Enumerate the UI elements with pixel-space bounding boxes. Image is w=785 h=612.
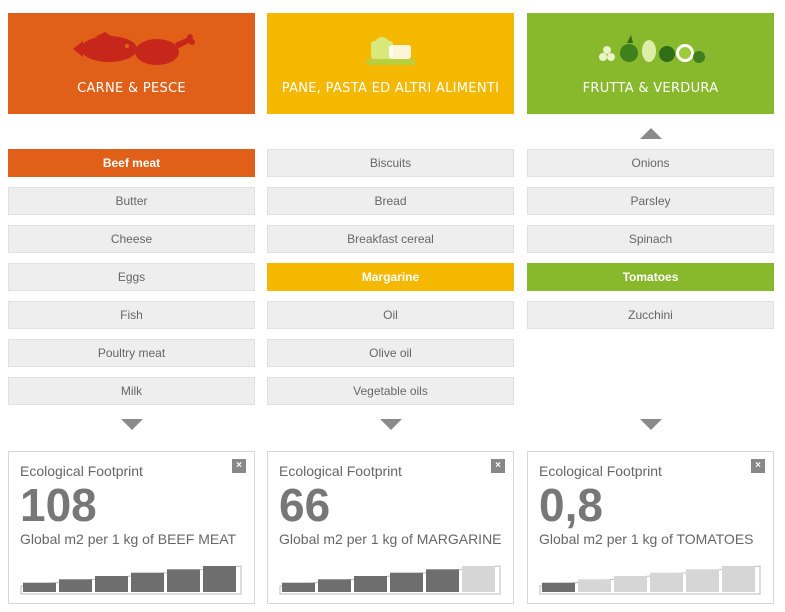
meter-frame: [20, 565, 242, 595]
list-item-zucchini[interactable]: Zucchini: [527, 301, 774, 329]
footprint-label: Ecological Footprint: [539, 463, 662, 479]
meter-frame: [279, 565, 501, 595]
meter-segment: [426, 569, 459, 592]
list-item-cheese[interactable]: Cheese: [8, 225, 255, 253]
meter-segment: [578, 579, 611, 592]
list-item-biscuits[interactable]: Biscuits: [267, 149, 514, 177]
list-item-spinach[interactable]: Spinach: [527, 225, 774, 253]
list-item-poultry-meat[interactable]: Poultry meat: [8, 339, 255, 367]
footprint-value: 108: [20, 479, 97, 531]
footprint-label: Ecological Footprint: [279, 463, 402, 479]
meter-segment: [131, 572, 164, 592]
category-column-fruit: FRUTTA & VERDURA Onions Parsley Spinach …: [527, 0, 774, 612]
category-column-meat: CARNE & PESCE Beef meat Butter Cheese Eg…: [8, 0, 255, 612]
meter-segment: [722, 566, 755, 592]
meter-segment: [542, 582, 575, 592]
bread-icon: [267, 29, 514, 69]
meter-segment: [462, 566, 495, 592]
item-list: Biscuits Bread Breakfast cereal Margarin…: [267, 149, 514, 415]
footprint-label: Ecological Footprint: [20, 463, 143, 479]
fruit-and-vegetables-icon: [527, 29, 774, 69]
footprint-card: Ecological Footprint × 108 Global m2 per…: [8, 451, 255, 604]
meter-segment: [318, 579, 351, 592]
list-item-parsley[interactable]: Parsley: [527, 187, 774, 215]
list-item-olive-oil[interactable]: Olive oil: [267, 339, 514, 367]
footprint-unit: Global m2 per 1 kg of MARGARINE: [279, 531, 502, 547]
category-header-meat[interactable]: CARNE & PESCE: [8, 13, 255, 114]
meter-segment: [282, 582, 315, 592]
scroll-down-arrow-icon[interactable]: [121, 419, 143, 430]
list-item-vegetable-oils[interactable]: Vegetable oils: [267, 377, 514, 405]
list-item-fish[interactable]: Fish: [8, 301, 255, 329]
category-column-bread: PANE, PASTA ED ALTRI ALIMENTI Biscuits B…: [267, 0, 514, 612]
list-item-butter[interactable]: Butter: [8, 187, 255, 215]
category-header-fruit[interactable]: FRUTTA & VERDURA: [527, 13, 774, 114]
category-title: PANE, PASTA ED ALTRI ALIMENTI: [281, 81, 500, 96]
meter-segment: [167, 569, 200, 592]
meter-frame: [539, 565, 761, 595]
category-header-bread[interactable]: PANE, PASTA ED ALTRI ALIMENTI: [267, 13, 514, 114]
list-item-margarine[interactable]: Margarine: [267, 263, 514, 291]
fish-and-chicken-icon: [8, 29, 255, 69]
footprint-value: 0,8: [539, 479, 603, 531]
footprint-card: Ecological Footprint × 0,8 Global m2 per…: [527, 451, 774, 604]
meter-segment: [650, 572, 683, 592]
footprint-value: 66: [279, 479, 331, 531]
meter-segment: [203, 566, 236, 592]
item-list: Onions Parsley Spinach Tomatoes Zucchini: [527, 149, 774, 339]
scroll-up-arrow-icon[interactable]: [640, 128, 662, 139]
meter-segment: [390, 572, 423, 592]
meter-segment: [23, 582, 56, 592]
footprint-meter: [279, 565, 501, 595]
footprint-meter: [20, 565, 242, 595]
list-item-bread[interactable]: Bread: [267, 187, 514, 215]
list-item-onions[interactable]: Onions: [527, 149, 774, 177]
meter-segment: [59, 579, 92, 592]
footprint-unit: Global m2 per 1 kg of TOMATOES: [539, 531, 754, 547]
category-title: CARNE & PESCE: [77, 81, 186, 96]
close-icon[interactable]: ×: [491, 459, 505, 473]
meter-segment: [95, 576, 128, 592]
list-item-breakfast-cereal[interactable]: Breakfast cereal: [267, 225, 514, 253]
item-list: Beef meat Butter Cheese Eggs Fish Poultr…: [8, 149, 255, 415]
meter-segment: [614, 576, 647, 592]
scroll-down-arrow-icon[interactable]: [380, 419, 402, 430]
meter-segment: [354, 576, 387, 592]
list-item-beef-meat[interactable]: Beef meat: [8, 149, 255, 177]
footprint-unit: Global m2 per 1 kg of BEEF MEAT: [20, 531, 237, 547]
footprint-meter: [539, 565, 761, 595]
category-title: FRUTTA & VERDURA: [582, 81, 719, 96]
footprint-card: Ecological Footprint × 66 Global m2 per …: [267, 451, 514, 604]
close-icon[interactable]: ×: [232, 459, 246, 473]
list-item-milk[interactable]: Milk: [8, 377, 255, 405]
scroll-down-arrow-icon[interactable]: [640, 419, 662, 430]
list-item-eggs[interactable]: Eggs: [8, 263, 255, 291]
list-item-tomatoes[interactable]: Tomatoes: [527, 263, 774, 291]
list-item-oil[interactable]: Oil: [267, 301, 514, 329]
meter-segment: [686, 569, 719, 592]
close-icon[interactable]: ×: [751, 459, 765, 473]
